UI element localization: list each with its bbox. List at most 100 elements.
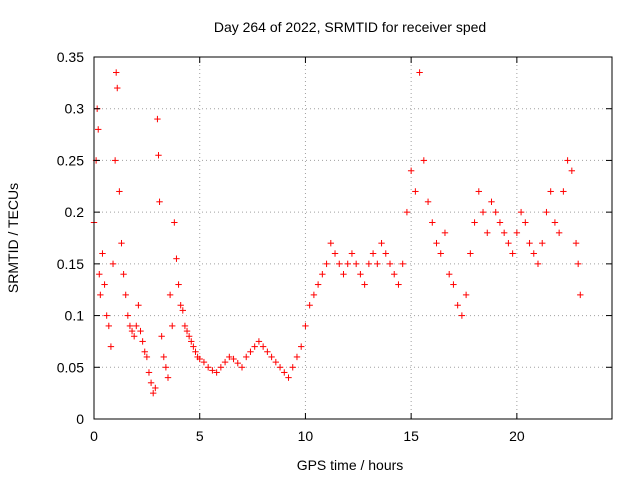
data-point — [357, 271, 364, 278]
data-point — [424, 198, 432, 205]
data-point — [281, 369, 288, 376]
x-tick-label: 20 — [509, 428, 525, 444]
data-point — [374, 260, 381, 268]
data-point — [391, 271, 398, 278]
data-point — [133, 322, 140, 330]
x-tick-label: 0 — [90, 428, 98, 444]
data-point — [196, 355, 203, 363]
plot-frame — [93, 56, 613, 420]
data-point — [314, 281, 322, 288]
data-point — [555, 229, 563, 237]
data-point — [340, 271, 347, 278]
data-point — [352, 260, 360, 268]
data-point — [128, 327, 136, 335]
data-point — [289, 364, 296, 371]
data-point — [150, 389, 157, 397]
x-tick-label: 10 — [298, 428, 314, 444]
data-point — [471, 219, 478, 226]
data-point — [475, 188, 482, 195]
data-point — [441, 229, 449, 237]
data-point — [526, 239, 533, 247]
axis-ticks: 0 5 10 15 20 0 0.05 0.1 0.15 0.2 0.25 0.3 0.35 — [57, 49, 612, 444]
data-point — [327, 239, 334, 247]
data-point — [522, 219, 529, 226]
data-point — [105, 322, 112, 330]
data-point — [560, 188, 567, 195]
data-point — [517, 208, 525, 216]
data-point — [130, 333, 138, 340]
y-tick-label: 0.3 — [65, 101, 85, 117]
y-tick-label: 0.15 — [57, 256, 84, 272]
data-point — [107, 343, 115, 350]
data-point — [114, 84, 121, 92]
data-point — [190, 343, 197, 350]
data-point — [169, 322, 176, 330]
data-point — [238, 364, 246, 371]
data-point — [268, 353, 275, 361]
data-point — [572, 239, 580, 247]
data-point — [577, 291, 584, 299]
data-point — [175, 281, 182, 288]
data-point — [484, 229, 491, 237]
data-point — [513, 229, 521, 237]
data-point — [147, 379, 155, 386]
data-point — [124, 312, 132, 319]
x-axis-label: GPS time / hours — [297, 457, 404, 473]
data-point — [154, 115, 161, 123]
data-point — [156, 198, 163, 205]
data-point — [145, 369, 153, 376]
data-point — [407, 167, 415, 174]
data-point — [164, 374, 172, 381]
data-point — [230, 355, 237, 363]
y-tick-label: 0.35 — [57, 49, 84, 65]
data-point — [139, 338, 146, 345]
data-point — [259, 343, 267, 350]
data-point — [365, 260, 373, 268]
data-point — [568, 167, 576, 174]
y-tick-label: 0 — [76, 411, 84, 427]
data-point — [103, 312, 110, 319]
data-point — [226, 353, 233, 361]
data-point — [177, 302, 184, 309]
data-point — [539, 239, 546, 247]
data-point — [97, 291, 104, 299]
data-point — [534, 260, 542, 268]
data-point — [336, 260, 343, 268]
y-tick-label: 0.1 — [65, 308, 85, 324]
data-point — [234, 359, 241, 367]
data-point — [113, 69, 120, 76]
data-point — [137, 327, 144, 335]
data-point — [109, 260, 117, 268]
y-tick-label: 0.2 — [65, 204, 85, 220]
data-point — [492, 208, 499, 216]
data-point — [101, 281, 108, 288]
data-point — [122, 291, 129, 299]
data-point — [141, 348, 148, 355]
data-point — [378, 239, 385, 247]
grid-layer — [94, 57, 612, 419]
data-point — [200, 358, 208, 366]
data-point — [302, 322, 309, 330]
data-point — [99, 250, 106, 257]
data-point — [361, 281, 368, 288]
data-point — [143, 353, 151, 361]
data-point — [126, 322, 134, 330]
data-point — [505, 239, 512, 247]
y-axis-label: SRMTID / TECUs — [5, 183, 21, 293]
data-point — [204, 364, 212, 371]
data-point — [386, 260, 394, 268]
data-point — [446, 271, 453, 278]
data-point — [221, 358, 229, 366]
data-point — [488, 198, 495, 205]
data-point — [181, 322, 189, 330]
data-point — [213, 369, 220, 376]
data-point — [467, 250, 474, 257]
data-point — [462, 291, 470, 299]
data-point — [255, 338, 263, 345]
data-point — [183, 327, 191, 335]
data-point — [433, 239, 440, 247]
data-point — [179, 307, 186, 314]
data-point — [429, 219, 436, 226]
data-point — [116, 188, 123, 195]
data-point — [217, 364, 225, 371]
